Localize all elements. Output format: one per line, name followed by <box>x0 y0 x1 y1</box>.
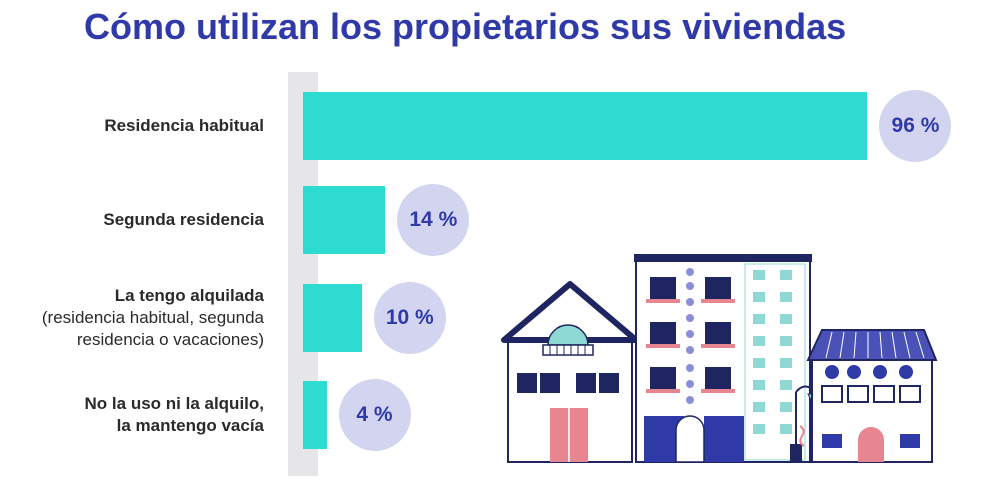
category-label-4: No la uso ni la alquilo, la mantengo vací… <box>0 393 264 437</box>
houses-illustration-icon <box>501 254 938 463</box>
house-left-icon <box>501 281 639 463</box>
house-right-icon <box>806 329 938 463</box>
category-label-2: Segunda residencia <box>0 209 264 231</box>
bar-1 <box>303 92 868 160</box>
value-label-4: 4 % <box>338 379 411 451</box>
value-label-1: 96 % <box>879 90 952 162</box>
category-label-text: La tengo alquilada <box>114 286 264 305</box>
value-label-2: 14 % <box>397 184 470 256</box>
category-label-text: No la uso ni la alquilo, <box>84 394 264 413</box>
category-label-3: La tengo alquilada (residencia habitual, … <box>0 285 264 351</box>
bar-3 <box>303 284 362 352</box>
apartment-building-icon <box>634 254 812 463</box>
category-label-subtext: (residencia habitual, segunda <box>41 308 264 327</box>
chart-title: Cómo utilizan los propietarios sus vivie… <box>84 6 847 47</box>
category-label-text: la mantengo vacía <box>116 416 264 435</box>
bar-4 <box>303 381 327 449</box>
category-label-text: Residencia habitual <box>104 116 264 135</box>
category-label-text: Segunda residencia <box>103 210 264 229</box>
bar-2 <box>303 186 386 254</box>
category-label-1: Residencia habitual <box>0 115 264 137</box>
category-label-subtext: residencia o vacaciones) <box>76 330 264 349</box>
value-label-3: 10 % <box>373 282 446 354</box>
